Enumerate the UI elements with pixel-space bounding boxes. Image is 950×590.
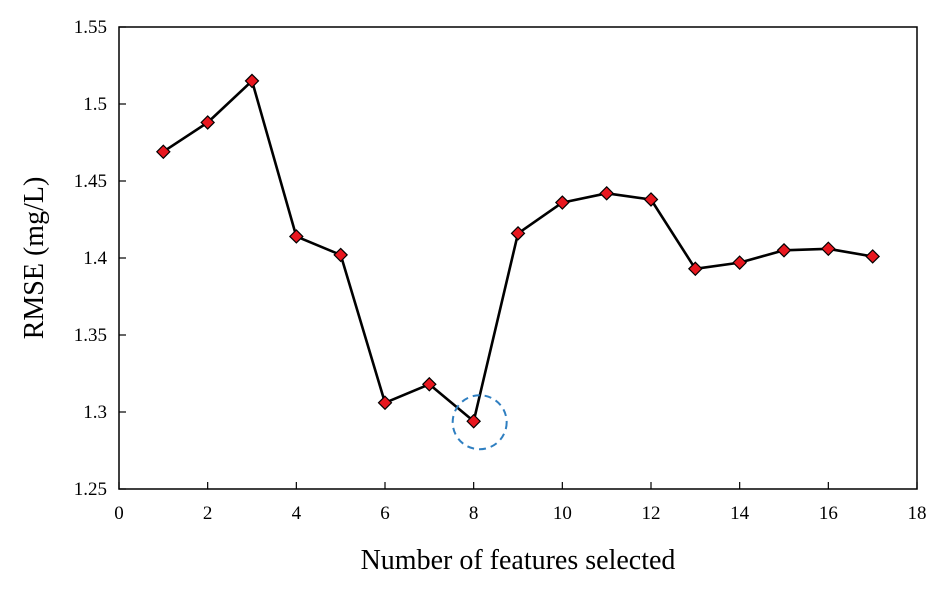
x-tick-label: 2 (203, 503, 213, 524)
x-tick-label: 14 (730, 503, 750, 524)
data-point (732, 255, 748, 270)
x-tick-label: 18 (908, 503, 927, 524)
x-tick-label: 10 (553, 503, 572, 524)
plot-frame (118, 26, 918, 490)
x-axis-title: Number of features selected (361, 545, 676, 576)
data-point (244, 73, 260, 89)
x-tick-label: 0 (114, 503, 124, 524)
data-point (776, 242, 792, 258)
x-tick-label: 16 (819, 503, 838, 524)
data-point (865, 249, 881, 264)
y-axis-title: RMSE (mg/L) (19, 177, 50, 340)
x-tick-label: 6 (380, 503, 390, 524)
data-point (421, 376, 437, 392)
data-point (510, 226, 526, 241)
data-point (333, 247, 349, 263)
y-axis: 1.25 1.3 1.35 1.4 1.45 1.5 1.55 (74, 17, 126, 500)
data-point (155, 144, 171, 160)
series-line (162, 79, 873, 423)
y-tick-label: 1.55 (74, 17, 107, 38)
data-point (554, 195, 570, 210)
x-tick-label: 8 (469, 503, 479, 524)
data-point (599, 185, 615, 201)
data-point (687, 261, 703, 277)
y-tick-label: 1.5 (83, 94, 107, 115)
x-tick-label: 12 (642, 503, 661, 524)
data-point (288, 229, 304, 244)
data-point (643, 192, 659, 207)
y-tick-label: 1.25 (74, 479, 107, 500)
annotation-layer (451, 394, 508, 451)
data-point (466, 413, 482, 429)
highlight-circle (451, 394, 508, 451)
series-layer (155, 73, 881, 429)
data-point (820, 241, 836, 257)
y-tick-label: 1.3 (83, 402, 107, 423)
x-tick-label: 4 (292, 503, 302, 524)
y-tick-label: 1.45 (74, 171, 107, 192)
y-tick-label: 1.35 (74, 325, 107, 346)
data-point (200, 115, 216, 130)
y-tick-label: 1.4 (83, 248, 107, 269)
x-axis: 0 2 4 6 8 10 12 14 16 18 (114, 482, 927, 524)
data-point (377, 395, 393, 411)
